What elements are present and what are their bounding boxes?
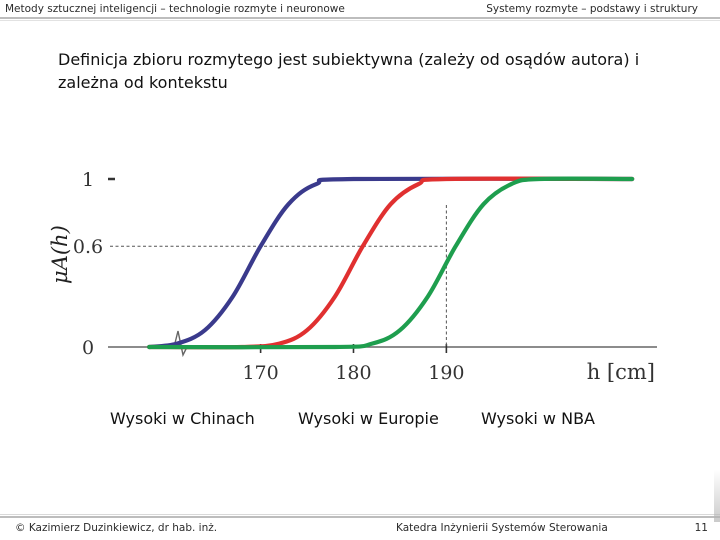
series-line-2 (147, 176, 635, 350)
y-axis-label: μA(h) (48, 225, 72, 284)
chart-curves (147, 176, 635, 350)
caption-nba: Wysoki w NBA (481, 409, 595, 428)
x-tick-label-190: 190 (428, 362, 464, 384)
caption-europe: Wysoki w Europie (298, 409, 439, 428)
footer-author: © Kazimierz Duzinkiewicz, dr hab. inż. (15, 522, 218, 534)
header-divider (0, 17, 720, 19)
header-chapter-title: Systemy rozmyte – podstawy i struktury (486, 3, 698, 15)
chart-labels: 170 180 190 0 0.6 1 μA(h) h [cm] (48, 169, 655, 384)
y-tick-label-0: 0 (82, 337, 94, 359)
footer-divider (0, 516, 720, 518)
y-tick-label-0.6: 0.6 (73, 236, 103, 258)
header-course-title: Metody sztucznej inteligencji – technolo… (5, 3, 345, 15)
x-axis (108, 330, 657, 358)
series-line-3 (147, 176, 635, 350)
footer-divider-light (0, 514, 720, 515)
series-line-1 (147, 176, 635, 350)
page-edge-shadow (714, 470, 720, 522)
header-divider-light (0, 20, 720, 21)
membership-function-chart: 170 180 190 0 0.6 1 μA(h) h [cm] (48, 169, 657, 384)
page-number: 11 (694, 522, 708, 534)
caption-china: Wysoki w Chinach (110, 409, 255, 428)
x-tick-label-180: 180 (335, 362, 371, 384)
chart-reference-lines (110, 205, 447, 347)
slide-heading: Definicja zbioru rozmytego jest subiekty… (58, 50, 640, 92)
footer-department: Katedra Inżynierii Systemów Sterowania (396, 522, 608, 534)
chart-axes (108, 177, 657, 358)
x-axis-label: h [cm] (587, 360, 655, 384)
y-tick-label-1: 1 (82, 169, 94, 191)
x-tick-label-170: 170 (242, 362, 278, 384)
